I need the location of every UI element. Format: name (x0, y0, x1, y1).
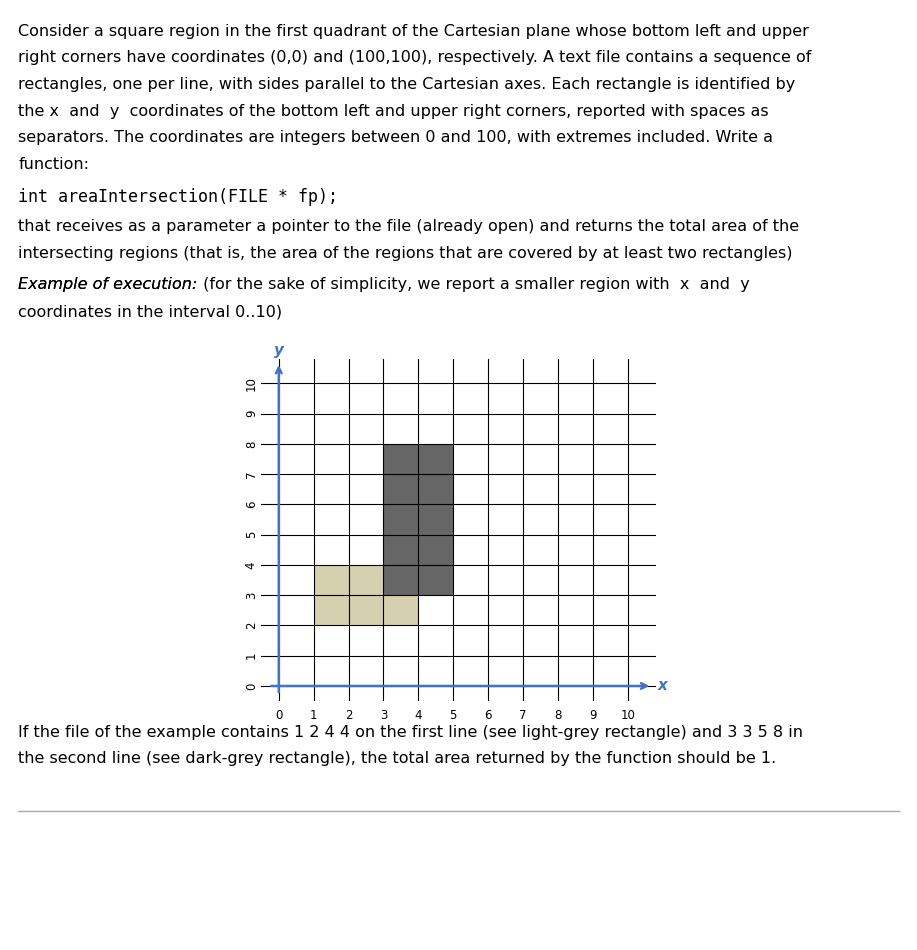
Text: 7: 7 (519, 709, 526, 722)
Text: Example of execution:: Example of execution: (18, 277, 197, 293)
Text: 3: 3 (245, 592, 258, 598)
Text: Example of execution:: Example of execution: (18, 277, 197, 293)
Text: 2: 2 (345, 709, 352, 722)
Text: (for the sake of simplicity, we report a smaller region with  x  and  y: (for the sake of simplicity, we report a… (197, 277, 749, 293)
Text: rectangles, one per line, with sides parallel to the Cartesian axes. Each rectan: rectangles, one per line, with sides par… (18, 77, 796, 92)
Text: 4: 4 (414, 709, 422, 722)
Text: that receives as a parameter a pointer to the file (already open) and returns th: that receives as a parameter a pointer t… (18, 219, 800, 235)
Text: 1: 1 (245, 652, 258, 659)
Text: x: x (657, 678, 668, 694)
Text: 1: 1 (310, 709, 317, 722)
Text: function:: function: (18, 157, 89, 172)
Text: coordinates in the interval 0..10): coordinates in the interval 0..10) (18, 304, 282, 319)
Text: 10: 10 (245, 376, 258, 390)
Text: 2: 2 (245, 621, 258, 629)
Text: 4: 4 (245, 561, 258, 569)
Text: 3: 3 (380, 709, 387, 722)
Text: 10: 10 (620, 709, 635, 722)
Text: 8: 8 (554, 709, 561, 722)
Text: 6: 6 (484, 709, 492, 722)
Bar (383, 444, 453, 595)
Text: 6: 6 (245, 501, 258, 508)
Text: intersecting regions (that is, the area of the regions that are covered by at le: intersecting regions (that is, the area … (18, 246, 793, 261)
Bar (314, 565, 418, 625)
Text: y: y (274, 343, 283, 357)
Text: the second line (see dark-grey rectangle), the total area returned by the functi: the second line (see dark-grey rectangle… (18, 751, 777, 767)
Text: 7: 7 (245, 470, 258, 478)
Text: 9: 9 (589, 709, 597, 722)
Text: 5: 5 (449, 709, 457, 722)
Text: Consider a square region in the first quadrant of the Cartesian plane whose bott: Consider a square region in the first qu… (18, 24, 809, 39)
Text: 9: 9 (245, 409, 258, 417)
Text: 5: 5 (245, 531, 258, 539)
Text: If the file of the example contains 1 2 4 4 on the first line (see light-grey re: If the file of the example contains 1 2 … (18, 725, 803, 740)
Text: separators. The coordinates are integers between 0 and 100, with extremes includ: separators. The coordinates are integers… (18, 130, 773, 145)
Text: 0: 0 (245, 682, 258, 690)
Text: 0: 0 (275, 709, 282, 722)
Text: int areaIntersection(FILE * fp);: int areaIntersection(FILE * fp); (18, 188, 338, 206)
Text: 8: 8 (245, 440, 258, 447)
Text: the x  and  y  coordinates of the bottom left and upper right corners, reported : the x and y coordinates of the bottom le… (18, 104, 769, 119)
Text: right corners have coordinates (0,0) and (100,100), respectively. A text file co: right corners have coordinates (0,0) and… (18, 50, 812, 66)
